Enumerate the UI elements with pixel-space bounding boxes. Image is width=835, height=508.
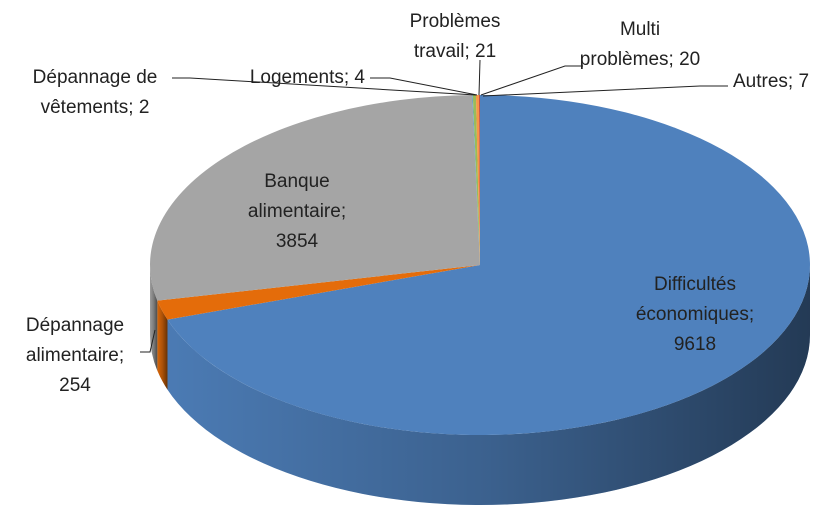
data-label: 9618 [674,334,716,355]
slice [157,265,480,320]
leader-lines [140,59,728,353]
data-label: Autres; 7 [733,71,809,92]
data-label: Dépannage de [33,67,158,88]
slice [475,95,480,266]
leader-line [172,77,477,96]
data-label: économiques; [636,304,754,325]
leader-line [482,85,728,97]
data-label: 254 [59,375,91,396]
pie-tops [149,95,810,436]
data-label: Problèmes [410,11,501,32]
slice [478,95,480,265]
data-label: Banque [264,171,330,192]
slice [167,95,810,436]
leader-line [140,329,156,353]
slice-side-shade [157,300,168,390]
leader-line [478,59,481,96]
leader-line [370,77,478,96]
data-label: Dépannage [26,315,124,336]
slice [472,95,480,265]
data-label: Difficultés [654,274,736,295]
data-labels: Difficultés économiques; 9618 Dépannage alim… [26,11,809,396]
data-label: vêtements; 2 [41,97,150,118]
data-label: Multi [620,19,660,40]
data-label: alimentaire; [26,345,124,366]
data-label: travail; 21 [414,41,496,62]
slice-side-shade [167,265,810,505]
data-label: alimentaire; [248,201,346,222]
slice [149,95,480,301]
slice [471,95,480,265]
data-label: 3854 [276,231,319,252]
slice [472,95,480,266]
data-label: Logements; 4 [250,67,366,88]
leader-line [480,65,583,96]
data-label: problèmes; 20 [580,49,700,70]
